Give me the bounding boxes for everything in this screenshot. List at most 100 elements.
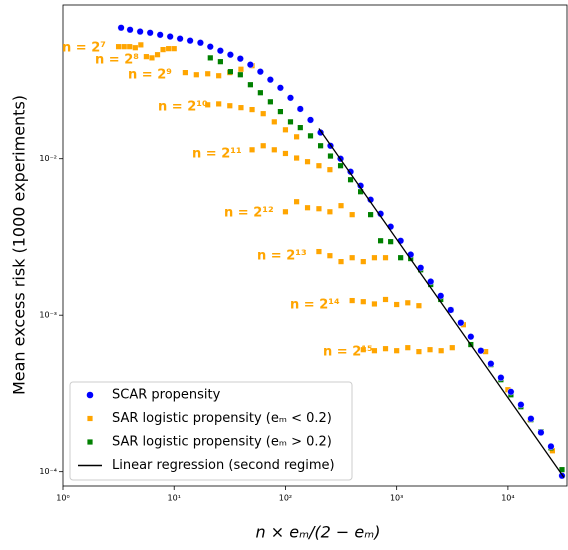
point	[371, 348, 378, 354]
point	[216, 47, 224, 55]
annotation: n = 2¹⁵	[323, 345, 373, 360]
point	[206, 43, 214, 51]
point	[237, 72, 243, 78]
point	[176, 35, 184, 43]
point	[398, 255, 404, 261]
point	[349, 212, 355, 218]
point	[216, 73, 222, 79]
point	[238, 66, 244, 72]
point	[282, 209, 289, 215]
point	[316, 163, 322, 169]
point	[236, 55, 244, 63]
point	[249, 106, 255, 113]
point	[537, 428, 545, 436]
point	[337, 163, 344, 169]
y-tick-label: 10⁻³	[39, 311, 57, 320]
point	[347, 168, 355, 176]
point	[196, 39, 204, 47]
point	[156, 31, 164, 39]
legend-label: SAR logistic propensity (eₘ > 0.2)	[112, 435, 332, 450]
point	[349, 297, 355, 304]
point	[286, 94, 294, 102]
point	[271, 147, 277, 153]
point	[227, 103, 233, 109]
point	[182, 70, 188, 76]
point	[388, 239, 394, 245]
point	[186, 37, 194, 45]
point	[294, 155, 300, 161]
point	[338, 259, 344, 265]
point	[149, 55, 155, 61]
point	[307, 133, 314, 139]
point	[287, 119, 294, 125]
point	[507, 388, 515, 396]
point	[271, 119, 277, 125]
point	[205, 102, 211, 108]
point	[267, 99, 273, 105]
point	[497, 374, 505, 382]
point	[347, 177, 354, 183]
x-tick-label: 10²	[279, 494, 292, 503]
point	[256, 68, 264, 76]
point	[205, 71, 211, 77]
point	[304, 159, 311, 165]
point	[226, 51, 234, 59]
point	[127, 44, 133, 50]
point	[260, 111, 266, 117]
point	[559, 467, 565, 473]
point	[126, 26, 134, 34]
point	[327, 153, 334, 159]
legend-label: SAR logistic propensity (eₘ < 0.2)	[112, 411, 332, 426]
point	[171, 46, 177, 52]
point	[349, 255, 355, 261]
point	[166, 46, 172, 52]
point	[304, 205, 311, 211]
point	[477, 347, 485, 355]
point	[227, 69, 234, 75]
point	[317, 143, 324, 149]
point	[360, 299, 366, 305]
annotation: n = 2¹³	[257, 249, 307, 264]
point	[505, 387, 511, 393]
point	[338, 203, 344, 209]
point	[382, 346, 389, 352]
annotation: n = 2¹⁰	[158, 100, 208, 115]
point	[307, 116, 315, 124]
point	[193, 72, 199, 78]
plot-frame	[62, 4, 568, 487]
point	[327, 167, 333, 173]
point	[447, 306, 455, 314]
y-tick-label: 10⁻²	[39, 154, 57, 163]
point	[549, 448, 555, 454]
point	[371, 301, 378, 307]
point	[487, 360, 495, 368]
x-tick-label: 10⁴	[501, 494, 514, 503]
annotation: n = 2¹²	[224, 206, 274, 221]
point	[416, 303, 422, 309]
point	[467, 333, 475, 341]
annotation: n = 2⁹	[128, 68, 172, 83]
x-tick-label: 10¹	[168, 494, 181, 503]
point	[146, 29, 154, 37]
point	[382, 255, 389, 261]
point	[371, 255, 378, 261]
annotation: n = 2⁷	[62, 41, 106, 56]
point	[246, 61, 254, 69]
annotation: n = 2¹⁴	[290, 298, 340, 313]
point	[483, 349, 489, 355]
point	[316, 206, 322, 212]
y-axis-label: Mean excess risk (1000 experiments)	[10, 95, 29, 395]
point	[154, 52, 161, 58]
x-tick-label: 10⁰	[56, 494, 69, 503]
point	[405, 345, 411, 351]
point	[266, 76, 274, 84]
point	[257, 90, 263, 96]
legend-marker	[87, 415, 93, 422]
point	[294, 199, 300, 205]
point	[247, 82, 253, 88]
regression-line	[318, 128, 565, 479]
point	[457, 319, 465, 327]
point	[138, 42, 144, 48]
point	[121, 44, 127, 50]
